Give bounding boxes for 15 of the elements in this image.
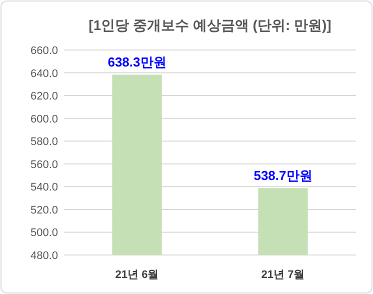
ytick: 520.0: [30, 204, 58, 216]
ytick: 480.0: [30, 250, 58, 262]
ytick: 640.0: [30, 68, 58, 80]
xtick: 21년 7월: [261, 269, 305, 281]
value-label: 638.3만원: [108, 54, 166, 70]
value-label: 538.7만원: [254, 168, 312, 184]
ytick: 580.0: [30, 136, 58, 148]
ytick: 560.0: [30, 158, 58, 171]
xtick: 21년 6월: [115, 269, 159, 281]
ytick: 500.0: [30, 227, 58, 240]
title: [1인당 중개보수 예상금액 (단위: 만원)]: [88, 17, 332, 33]
ytick: 600.0: [30, 113, 58, 126]
ytick: 620.0: [30, 90, 58, 103]
ytick: 660.0: [30, 45, 58, 57]
ytick: 540.0: [30, 182, 58, 194]
